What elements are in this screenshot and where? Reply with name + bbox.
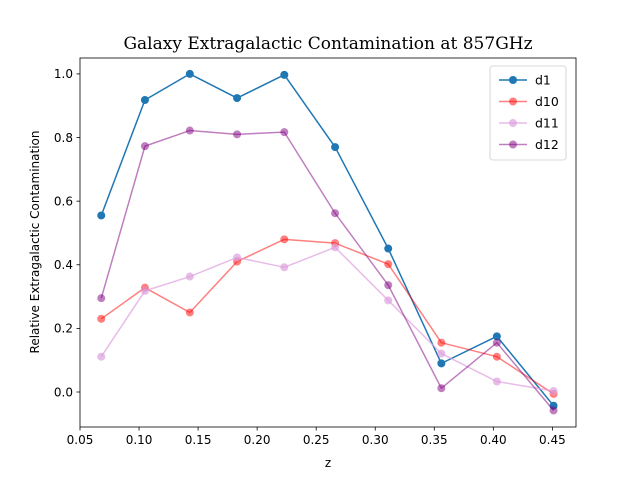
data-point-d11-4 bbox=[280, 263, 289, 272]
legend: d1 d10 d11 d12 bbox=[489, 65, 567, 161]
data-point-d11-7 bbox=[437, 349, 446, 358]
x-axis-label: z bbox=[325, 456, 331, 470]
data-point-d1-5 bbox=[331, 143, 340, 152]
chart-title: Galaxy Extragalactic Contamination at 85… bbox=[123, 34, 532, 54]
data-point-d11-0 bbox=[97, 352, 106, 361]
data-point-d12-3 bbox=[233, 130, 242, 139]
data-point-d1-6 bbox=[384, 244, 393, 253]
legend-entry-d12: d12 bbox=[499, 137, 559, 152]
data-point-d1-0 bbox=[97, 211, 106, 220]
data-point-d10-6 bbox=[384, 260, 393, 269]
series-line-d10 bbox=[100, 238, 554, 395]
legend-marker-d1 bbox=[509, 76, 517, 84]
x-tick-label-8: 0.45 bbox=[539, 433, 566, 447]
x-tick-label-1: 0.10 bbox=[126, 433, 153, 447]
x-tick-label-7: 0.40 bbox=[480, 433, 507, 447]
data-point-d10-8 bbox=[492, 352, 501, 361]
series-line-d11 bbox=[100, 246, 554, 392]
data-point-d1-1 bbox=[140, 95, 149, 104]
data-point-d12-2 bbox=[185, 126, 194, 135]
y-tick-label-0: 0.0 bbox=[54, 385, 73, 399]
data-point-d10-7 bbox=[437, 338, 446, 347]
data-point-d10-4 bbox=[280, 235, 289, 244]
plot-area bbox=[97, 69, 558, 415]
legend-box bbox=[489, 65, 567, 161]
legend-label-d1: d1 bbox=[535, 73, 551, 88]
data-point-d1-4 bbox=[280, 70, 289, 79]
plot-frame bbox=[79, 57, 577, 428]
y-tick-label-5: 1.0 bbox=[54, 67, 73, 81]
data-point-d12-7 bbox=[437, 384, 446, 393]
y-tick-label-3: 0.6 bbox=[54, 194, 73, 208]
data-point-d10-0 bbox=[97, 314, 106, 323]
data-point-d12-1 bbox=[140, 142, 149, 151]
legend-marker-d12 bbox=[509, 140, 517, 149]
legend-label-d12: d12 bbox=[535, 137, 559, 152]
data-point-d11-2 bbox=[185, 272, 194, 281]
series-d11 bbox=[97, 243, 558, 396]
legend-entry-d10: d10 bbox=[499, 94, 559, 109]
legend-marker-d10 bbox=[509, 97, 517, 106]
x-tick-label-2: 0.15 bbox=[185, 433, 212, 447]
data-point-d11-3 bbox=[233, 253, 242, 262]
data-point-d12-6 bbox=[384, 281, 393, 290]
y-tick-label-4: 0.8 bbox=[54, 131, 73, 145]
data-point-d1-8 bbox=[492, 332, 501, 341]
data-point-d1-3 bbox=[233, 94, 242, 103]
data-point-d10-2 bbox=[185, 308, 194, 317]
data-point-d12-5 bbox=[331, 209, 340, 218]
data-point-d12-4 bbox=[280, 128, 289, 137]
data-point-d12-9 bbox=[549, 406, 558, 415]
axes: 0.05 0.10 0.15 0.20 0.25 0.30 0.35 0.40 0.45 0.0 0… bbox=[54, 57, 577, 447]
series-line-d12 bbox=[100, 129, 555, 411]
data-point-d11-1 bbox=[140, 286, 149, 295]
data-point-d12-8 bbox=[492, 338, 501, 347]
x-tick-label-3: 0.20 bbox=[244, 433, 271, 447]
y-tick-label-1: 0.2 bbox=[54, 322, 73, 336]
data-point-d1-7 bbox=[437, 359, 446, 368]
x-tick-label-0: 0.05 bbox=[67, 433, 94, 447]
series-d12 bbox=[97, 126, 558, 415]
legend-entry-d11: d11 bbox=[499, 116, 559, 131]
x-tick-label-5: 0.30 bbox=[362, 433, 389, 447]
legend-label-d11: d11 bbox=[535, 116, 559, 131]
x-tick-label-6: 0.35 bbox=[421, 433, 448, 447]
data-point-d11-8 bbox=[492, 377, 501, 386]
data-point-d11-5 bbox=[331, 243, 340, 252]
data-point-d11-6 bbox=[384, 296, 393, 305]
x-tick-label-4: 0.25 bbox=[303, 433, 330, 447]
data-point-d1-2 bbox=[185, 69, 194, 78]
legend-marker-d11 bbox=[509, 119, 517, 127]
data-point-d12-0 bbox=[97, 294, 106, 303]
y-axis-label: Relative Extragalactic Contamination bbox=[28, 131, 42, 354]
legend-label-d10: d10 bbox=[535, 94, 559, 109]
data-point-d11-9 bbox=[549, 387, 558, 396]
y-tick-label-2: 0.4 bbox=[54, 258, 73, 272]
legend-entry-d1: d1 bbox=[499, 73, 551, 88]
